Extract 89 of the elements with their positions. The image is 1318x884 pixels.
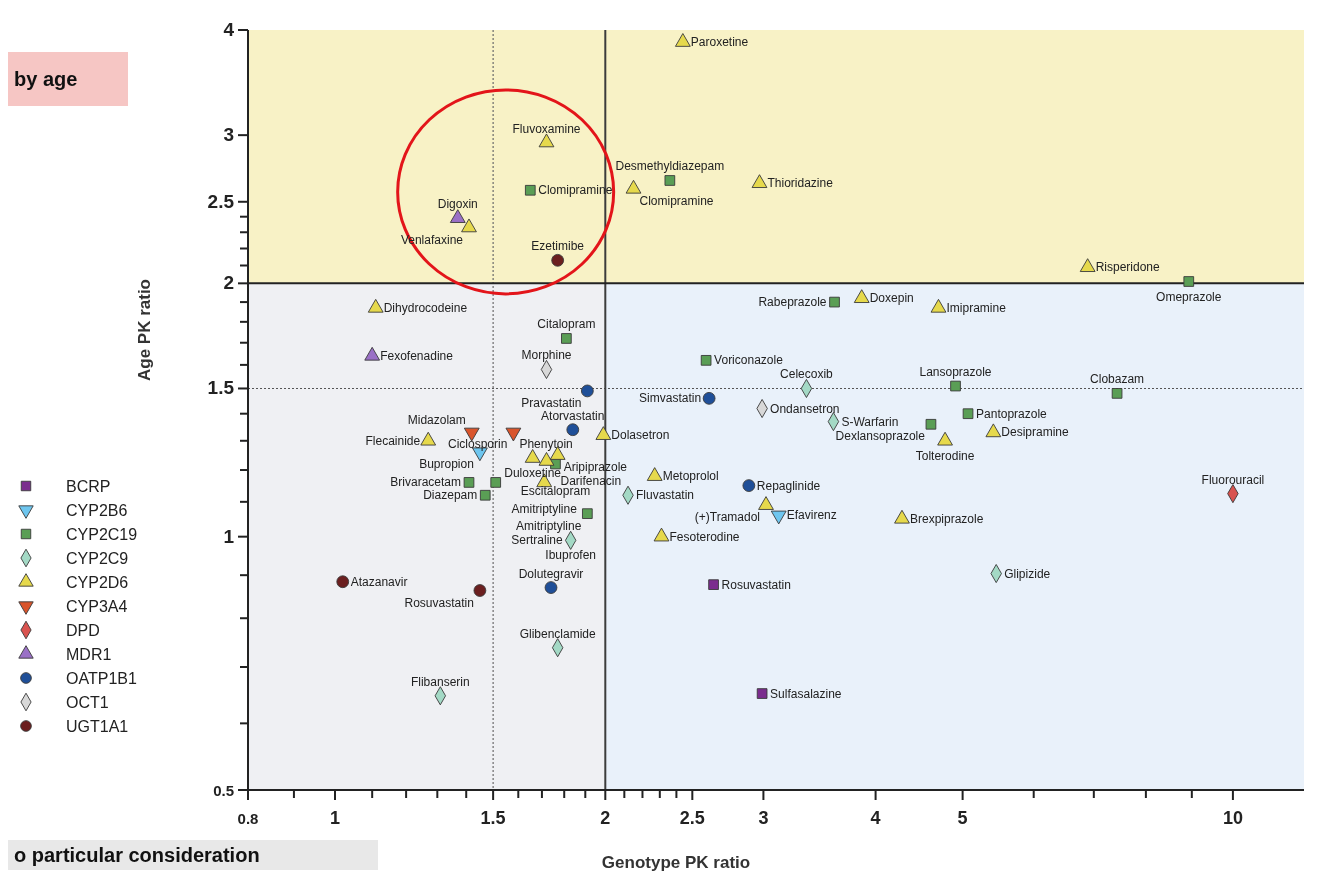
annotation: Flibanserin bbox=[410, 674, 470, 689]
y-tick-label: 0.5 bbox=[213, 782, 234, 799]
annotation: Rosuvastatin bbox=[404, 595, 474, 610]
legend-label: CYP2B6 bbox=[66, 502, 128, 519]
annotation: Phenytoin bbox=[519, 437, 573, 452]
x-tick-label: 10 bbox=[1222, 808, 1243, 828]
x-tick-label: 5 bbox=[957, 808, 968, 828]
legend-label: BCRP bbox=[66, 478, 111, 495]
annotation: Clomipramine bbox=[639, 193, 714, 208]
legend-label: CYP3A4 bbox=[66, 598, 128, 615]
annotation: Morphine bbox=[521, 348, 572, 363]
annotation: Bupropion bbox=[419, 457, 474, 472]
annotation: Ciclosporin bbox=[448, 437, 508, 452]
annotation: Fexofenadine bbox=[380, 348, 454, 363]
annotation: Tolterodine bbox=[915, 448, 975, 463]
annotation: Atazanavir bbox=[350, 574, 408, 589]
annotation: Brexpiprazole bbox=[909, 511, 984, 526]
annotation: Pantoprazole bbox=[976, 406, 1048, 421]
annotation: Dihydrocodeine bbox=[383, 300, 468, 315]
legend-label: CYP2C19 bbox=[66, 526, 138, 543]
annotation: Dexlansoprazole bbox=[835, 429, 926, 444]
annotation: Paroxetine bbox=[690, 35, 749, 50]
legend-label: OATP1B1 bbox=[66, 670, 137, 687]
x-tick-label: 1.5 bbox=[480, 808, 506, 828]
annotation: Amitriptyline bbox=[511, 502, 578, 517]
annotation: Doxepin bbox=[869, 291, 914, 306]
annotation: Pravastatin bbox=[521, 395, 582, 410]
annotation: Clobazam bbox=[1090, 372, 1145, 387]
y-tick-label: 4 bbox=[223, 19, 235, 40]
annotation: (+)Tramadol bbox=[694, 510, 761, 525]
annotation: S-Warfarin bbox=[841, 414, 899, 429]
annotation: Digoxin bbox=[437, 197, 478, 212]
annotation: Ondansetron bbox=[770, 401, 840, 416]
legend-label: CYP2C9 bbox=[66, 550, 129, 567]
annotation: Flecainide bbox=[365, 433, 421, 448]
annotation: Fluvastatin bbox=[636, 488, 695, 503]
annotation: Rosuvastatin bbox=[721, 577, 791, 592]
annotation: Celecoxib bbox=[780, 367, 834, 382]
y-tick-label: 3 bbox=[223, 124, 234, 146]
x-tick-label: 3 bbox=[758, 808, 769, 828]
legend-label: DPD bbox=[66, 622, 100, 639]
legend-label: UGT1A1 bbox=[66, 718, 129, 735]
x-axis-title: Genotype PK ratio bbox=[601, 853, 751, 872]
y-tick-label: 2 bbox=[223, 272, 234, 294]
annotation: Amitriptyline bbox=[515, 518, 582, 533]
legend-label: CYP2D6 bbox=[66, 574, 129, 591]
annotation: Desmethyldiazepam bbox=[615, 159, 725, 174]
annotation: Dolutegravir bbox=[518, 566, 584, 581]
y-tick-label: 2.5 bbox=[207, 190, 235, 212]
x-tick-label: 2.5 bbox=[679, 808, 705, 828]
annotation: Metoprolol bbox=[662, 469, 719, 484]
x-tick-label: 4 bbox=[870, 808, 881, 828]
annotation: Risperidone bbox=[1095, 260, 1161, 275]
y-axis-title: Age PK ratio bbox=[135, 278, 154, 382]
annotation: Imipramine bbox=[946, 300, 1007, 315]
annotation: Efavirenz bbox=[786, 508, 837, 523]
text: by age bbox=[14, 68, 78, 90]
annotation: Repaglinide bbox=[756, 478, 821, 493]
annotation: Ezetimibe bbox=[531, 239, 585, 254]
annotation: Omeprazole bbox=[1156, 289, 1222, 304]
annotation: Voriconazole bbox=[714, 353, 784, 368]
annotation: Glipizide bbox=[1004, 566, 1051, 581]
annotation: Duloxetine bbox=[504, 466, 562, 481]
annotation: Brivaracetam bbox=[390, 475, 461, 490]
annotation: Rabeprazole bbox=[758, 295, 827, 310]
annotation: Fluorouracil bbox=[1201, 472, 1265, 487]
legend-label: MDR1 bbox=[66, 646, 112, 663]
annotation: Thioridazine bbox=[767, 176, 834, 191]
y-tick-label: 1.5 bbox=[207, 377, 235, 399]
annotation: Diazepam bbox=[423, 488, 478, 503]
annotation: Dolasetron bbox=[611, 428, 670, 443]
x-tick-label: 0.8 bbox=[237, 810, 259, 827]
y-tick-label: 1 bbox=[223, 525, 235, 547]
annotation: Ibuprofen bbox=[545, 548, 597, 563]
annotation: Sertraline bbox=[511, 533, 563, 548]
annotation: Atorvastatin bbox=[541, 408, 605, 423]
annotation: Lansoprazole bbox=[919, 365, 992, 380]
annotation: Fluvoxamine bbox=[512, 121, 581, 136]
x-tick-label: 1 bbox=[330, 808, 341, 828]
annotation: Glibenclamide bbox=[519, 626, 597, 641]
annotation: Citalopram bbox=[537, 317, 596, 332]
annotation: Fesoterodine bbox=[669, 529, 740, 544]
legend-label: OCT1 bbox=[66, 694, 109, 711]
annotation: Midazolam bbox=[407, 413, 466, 428]
annotation: Sulfasalazine bbox=[770, 686, 842, 701]
x-tick-label: 2 bbox=[600, 808, 611, 828]
annotation: Simvastatin bbox=[639, 391, 702, 406]
text: o particular consideration bbox=[14, 844, 260, 866]
annotation: Desipramine bbox=[1001, 425, 1070, 440]
